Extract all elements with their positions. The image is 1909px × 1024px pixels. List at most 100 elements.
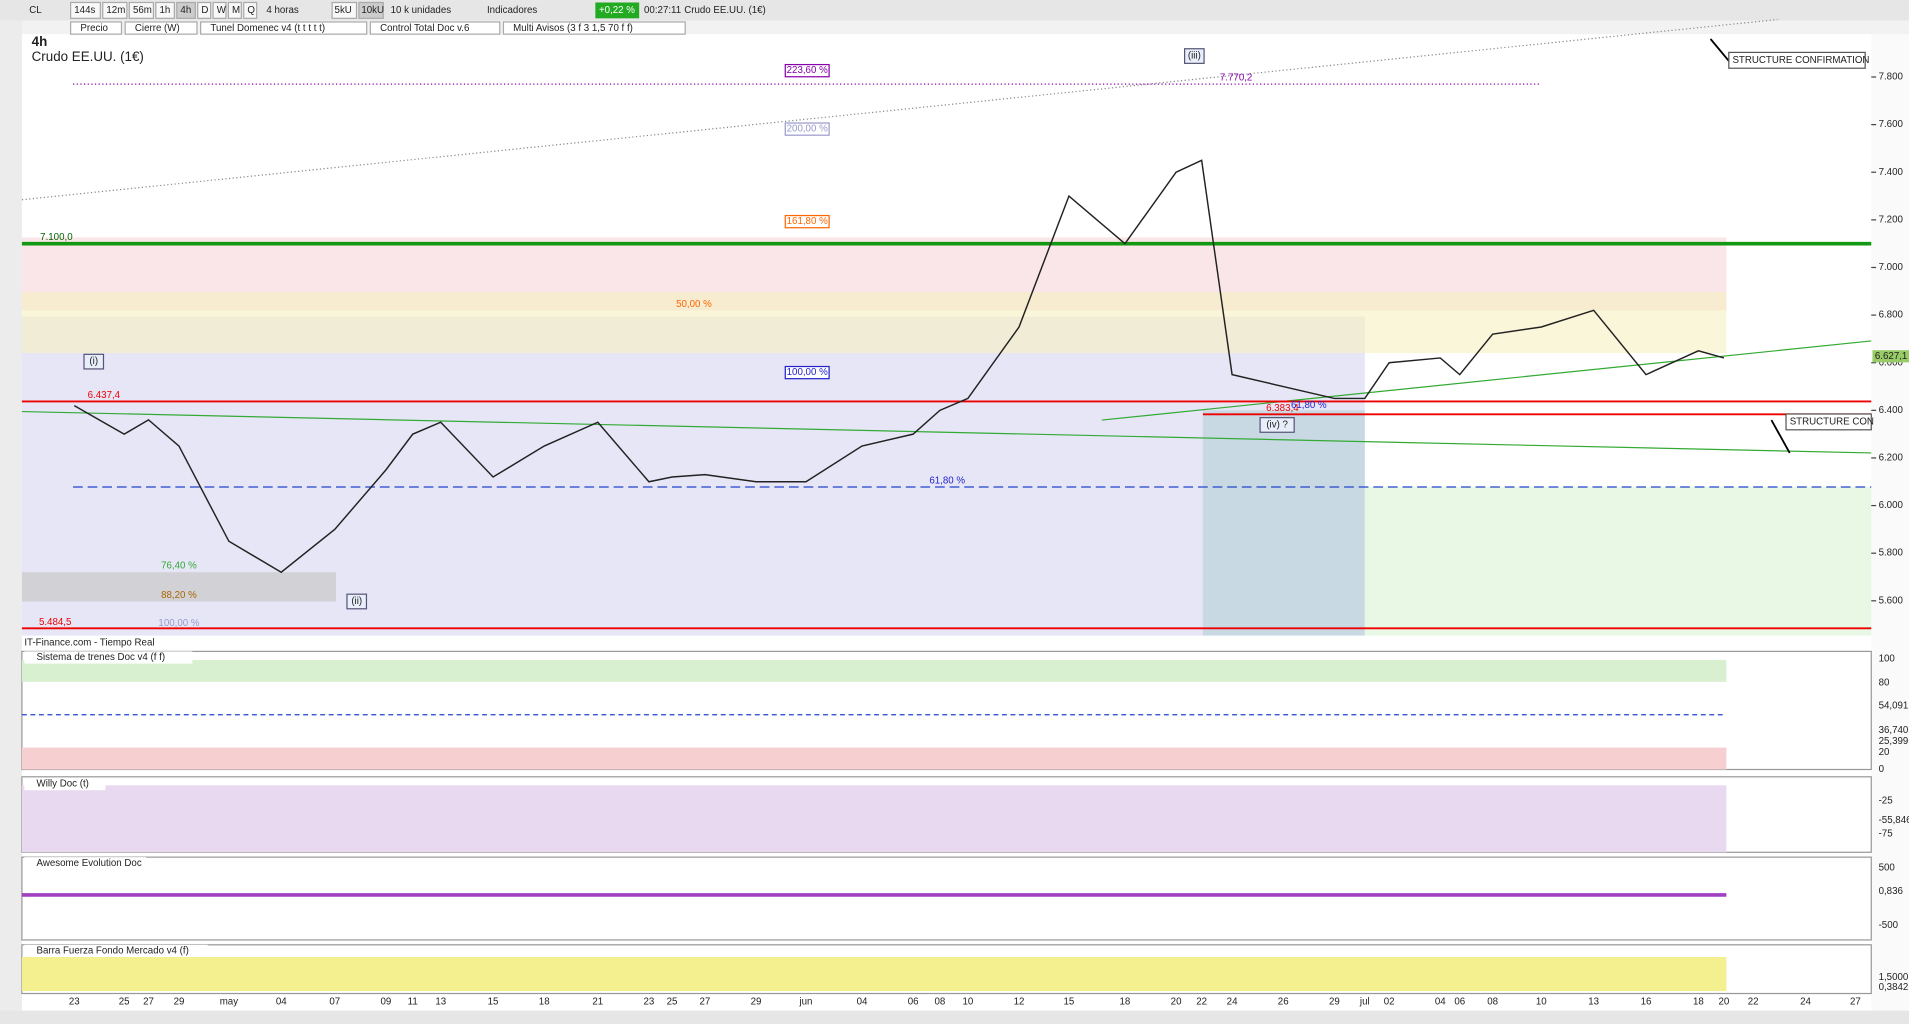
date-label: 06 <box>1454 997 1465 1008</box>
interval-label[interactable]: 144s <box>74 5 95 16</box>
interval-button[interactable] <box>243 1 258 19</box>
interval-button[interactable] <box>155 1 175 19</box>
fib-label: 61,80 % <box>929 476 965 487</box>
date-label: 09 <box>381 997 392 1008</box>
legend-item[interactable] <box>369 21 501 35</box>
fib-box <box>784 214 830 229</box>
date-label: 27 <box>143 997 154 1008</box>
date-label: 10 <box>1536 997 1547 1008</box>
period[interactable]: 4 horas <box>266 5 299 16</box>
panel-title-box <box>24 778 106 791</box>
legend-item[interactable] <box>502 21 686 35</box>
legend-item[interactable] <box>200 21 368 35</box>
interval-button[interactable] <box>102 1 128 19</box>
interval-label[interactable]: M <box>232 5 240 16</box>
unit-button[interactable] <box>331 1 358 19</box>
change-badge <box>595 2 640 19</box>
price-axis <box>1871 34 1909 1011</box>
panel <box>21 856 1872 941</box>
date-label: 02 <box>1384 997 1395 1008</box>
legend-item[interactable] <box>70 21 123 35</box>
panel-zone <box>21 747 1727 770</box>
date-label: 23 <box>69 997 80 1008</box>
date-label: 24 <box>1800 997 1811 1008</box>
panel-tick: 80 <box>1879 678 1890 689</box>
interval-label[interactable]: 4h <box>180 5 191 16</box>
date-label: 29 <box>174 997 185 1008</box>
panel-tick: 25,399 <box>1879 736 1909 747</box>
panel-title: Willy Doc (t) <box>37 779 89 790</box>
fib-box <box>784 365 830 380</box>
date-label: 22 <box>1196 997 1207 1008</box>
panel-tick: 100 <box>1879 653 1896 664</box>
arrow <box>1709 38 1730 62</box>
price-label: 7.600 <box>1879 119 1904 130</box>
panel-tick: 0,836 <box>1879 886 1903 897</box>
date-label: 20 <box>1171 997 1182 1008</box>
date-label: 18 <box>1693 997 1704 1008</box>
panel-tick: 36,740 <box>1879 725 1909 736</box>
interval-label[interactable]: Q <box>247 5 255 16</box>
interval-label[interactable]: 1h <box>159 5 170 16</box>
fib-label: 61,80 % <box>1291 400 1327 411</box>
unit-label[interactable]: 5kU <box>335 5 352 16</box>
units-menu[interactable]: 10 k unidades <box>391 5 452 16</box>
wave-label: (i) <box>89 356 98 367</box>
toolbar <box>0 0 1909 21</box>
interval-label[interactable]: W <box>217 5 227 16</box>
clock: 00:27:11 <box>644 5 681 16</box>
unit-label[interactable]: 10kU <box>361 5 384 16</box>
date-label: 16 <box>1641 997 1652 1008</box>
legend-item[interactable] <box>124 21 198 35</box>
date-label: 20 <box>1719 997 1730 1008</box>
last-price-box <box>1872 350 1909 363</box>
wave-box <box>83 353 105 370</box>
legend-label[interactable]: Multi Avisos (3 f 3 1,5 70 f f) <box>513 23 633 34</box>
band <box>21 292 1727 354</box>
date-label: 04 <box>857 997 868 1008</box>
legend-label[interactable]: Precio <box>80 23 108 34</box>
level-label: 6.437,4 <box>88 390 121 401</box>
interval-button[interactable] <box>70 1 101 19</box>
zone <box>21 572 337 602</box>
price-label: 6.200 <box>1879 453 1904 464</box>
interval-button[interactable] <box>227 1 242 19</box>
interval-button[interactable] <box>212 1 227 19</box>
wave-box <box>1183 48 1205 64</box>
interval-button[interactable] <box>197 1 212 19</box>
interval-label[interactable]: 56m <box>133 5 152 16</box>
indicators-menu[interactable]: Indicadores <box>487 5 537 16</box>
interval-button[interactable] <box>128 1 155 19</box>
date-label: 12 <box>1014 997 1025 1008</box>
panel-tick: 500 <box>1879 863 1896 874</box>
fib-label: 100,00 % <box>787 367 828 378</box>
tool-column <box>0 20 22 1024</box>
level-label: 5.484,5 <box>39 617 71 628</box>
date-label: 13 <box>1588 997 1599 1008</box>
date-label: 29 <box>1329 997 1340 1008</box>
panel-title: Barra Fuerza Fondo Mercado v4 (f) <box>37 945 189 956</box>
panel-title: Sistema de trenes Doc v4 (f f) <box>37 652 166 663</box>
panel-zone <box>21 956 1727 992</box>
price-label: 5.600 <box>1879 595 1904 606</box>
price-label: 6.800 <box>1879 310 1904 321</box>
last-price: 6.627,1 <box>1875 351 1907 362</box>
panel-tick: 20 <box>1879 747 1890 758</box>
interval-button[interactable] <box>176 1 196 19</box>
unit-button[interactable] <box>358 1 384 19</box>
date-label: 26 <box>1278 997 1289 1008</box>
date-label: may <box>220 997 239 1008</box>
symbol[interactable]: CL <box>29 5 42 16</box>
interval-label[interactable]: D <box>201 5 208 16</box>
price-label: 5.800 <box>1879 548 1904 559</box>
price-label: 6.000 <box>1879 500 1904 511</box>
date-label: 25 <box>119 997 130 1008</box>
legend-label[interactable]: Control Total Doc v.6 <box>380 23 469 34</box>
legend-label[interactable]: Cierre (W) <box>135 23 180 34</box>
date-label: 13 <box>435 997 446 1008</box>
legend-label[interactable]: Tunel Domenec v4 (t t t t t) <box>210 23 325 34</box>
interval-label[interactable]: 12m <box>106 5 125 16</box>
date-label: 25 <box>667 997 678 1008</box>
